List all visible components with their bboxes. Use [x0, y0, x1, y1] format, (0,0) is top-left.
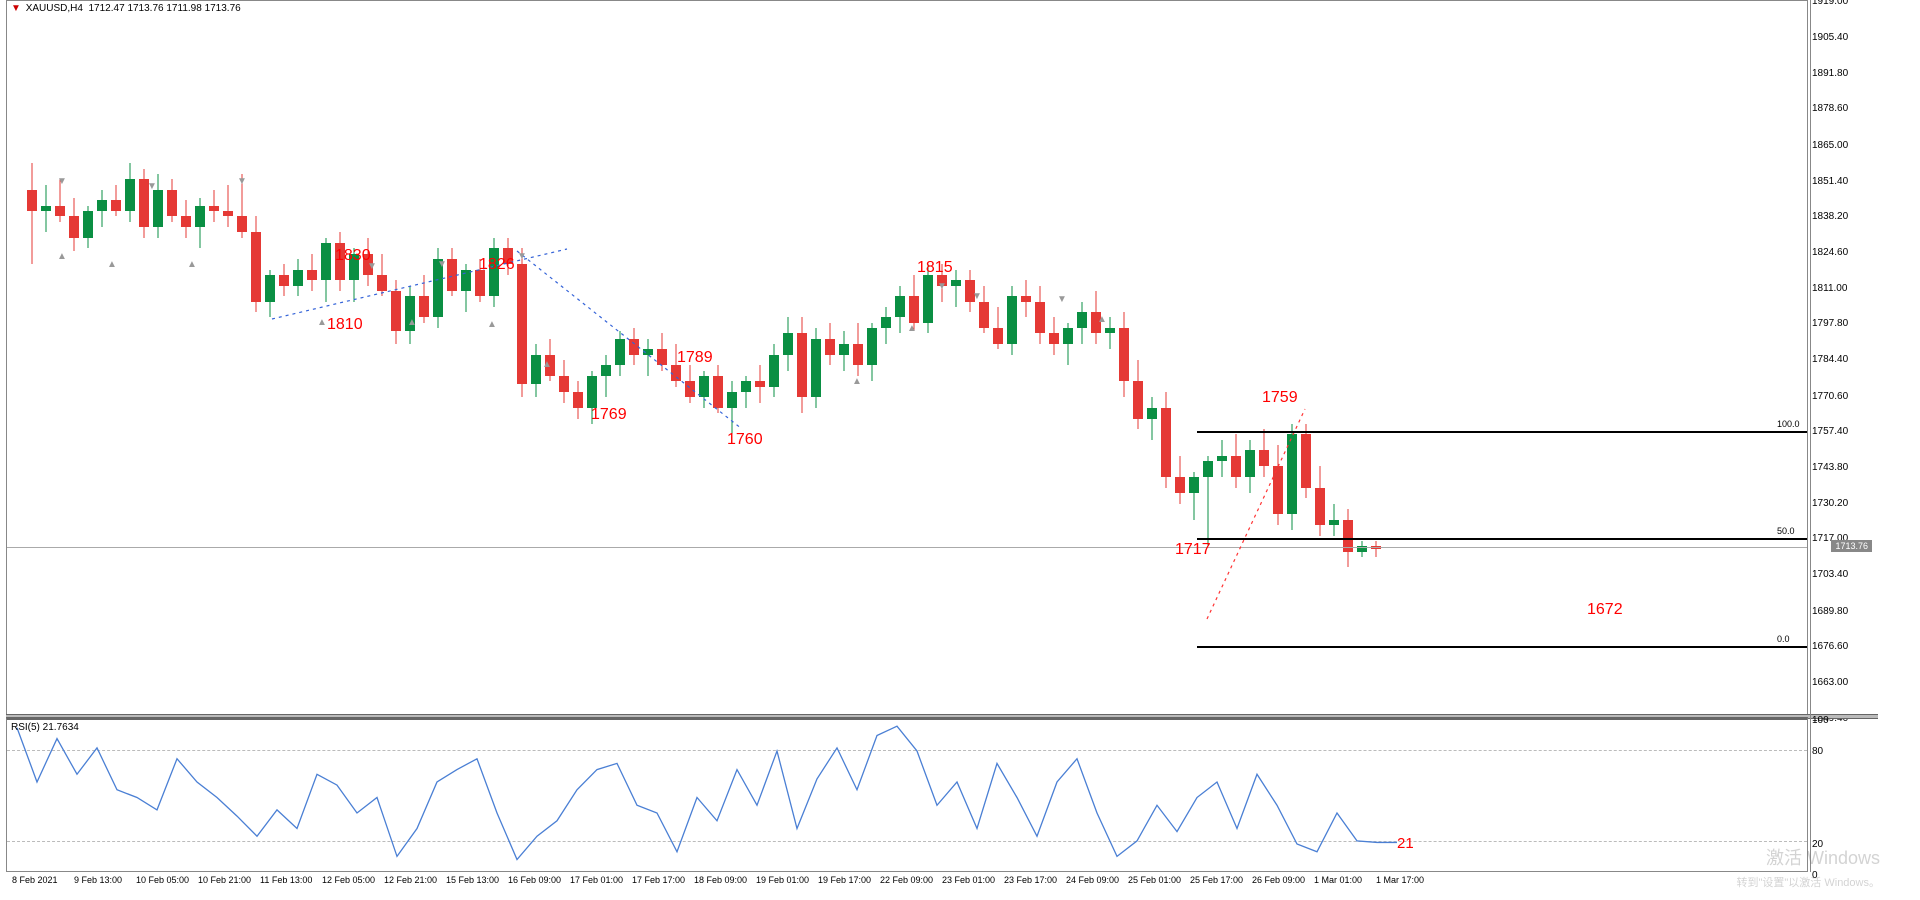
- main-chart[interactable]: ▼ XAUUSD,H4 1712.47 1713.76 1711.98 1713…: [6, 0, 1808, 717]
- chart-title: ▼ XAUUSD,H4 1712.47 1713.76 1711.98 1713…: [11, 3, 241, 14]
- right-border: [1810, 0, 1811, 872]
- watermark: 激活 Windows: [1766, 844, 1880, 870]
- rsi-line: [7, 720, 1809, 875]
- trend-lines: [7, 1, 1809, 718]
- current-price-tag: 1713.76: [1831, 540, 1872, 552]
- dropdown-icon[interactable]: ▼: [11, 3, 21, 14]
- rsi-title: RSI(5) 21.7634: [11, 722, 79, 733]
- rsi-panel[interactable]: RSI(5) 21.7634 10080200 21: [6, 717, 1808, 872]
- watermark-sub: 转到"设置"以激活 Windows。: [1737, 874, 1881, 890]
- rsi-annotation: 21: [1397, 835, 1414, 852]
- time-axis: 8 Feb 20219 Feb 13:0010 Feb 05:0010 Feb …: [6, 875, 1808, 895]
- price-axis: 1919.001905.401891.801878.601865.001851.…: [1812, 1, 1872, 716]
